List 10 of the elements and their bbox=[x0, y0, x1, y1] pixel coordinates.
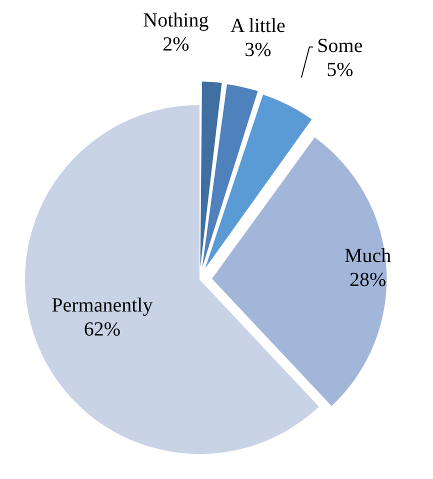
data-label: 28% bbox=[349, 269, 386, 292]
data-label: 2% bbox=[162, 34, 190, 56]
data-label: 62% bbox=[84, 318, 120, 340]
slice-label: Some bbox=[317, 35, 363, 58]
slice-label: A little bbox=[230, 14, 286, 37]
data-label: 5% bbox=[326, 59, 354, 82]
data-label: 3% bbox=[244, 38, 272, 61]
slice-label: Nothing bbox=[143, 10, 209, 32]
slice-label: Permanently bbox=[52, 294, 153, 316]
slice-label: Much bbox=[344, 245, 392, 268]
